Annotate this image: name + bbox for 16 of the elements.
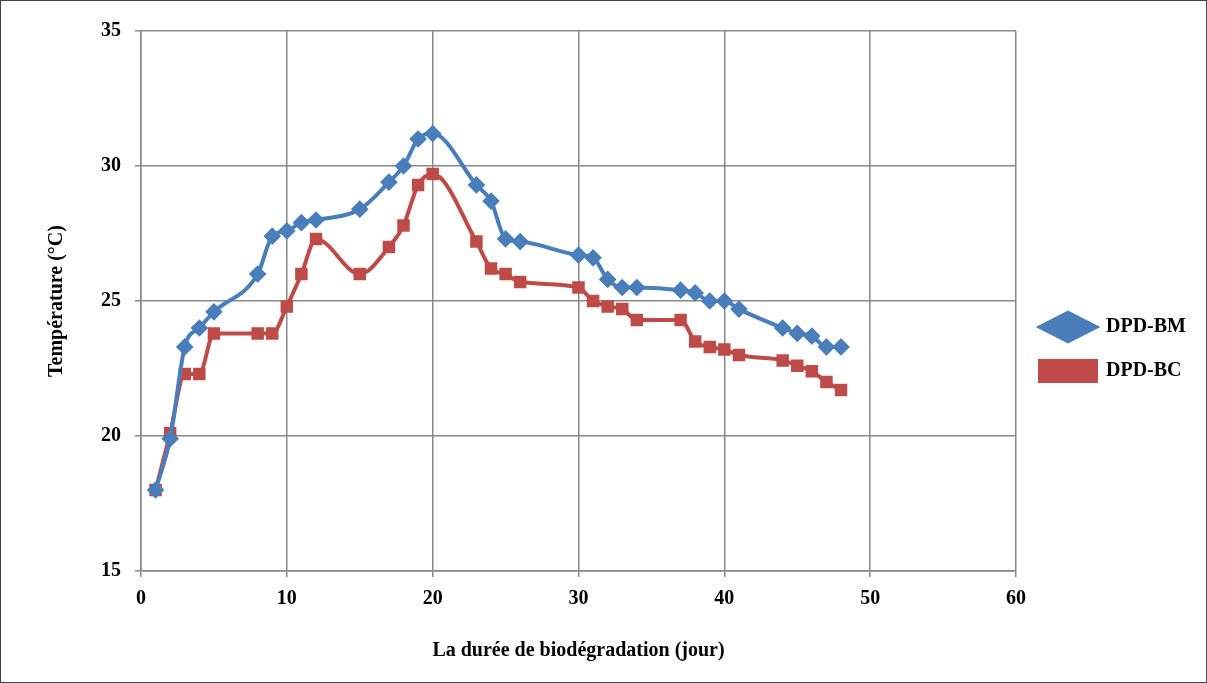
y-tick-label: 30: [101, 153, 121, 176]
y-tick-label: 25: [101, 288, 121, 311]
y-tick-label: 15: [101, 558, 121, 581]
y-axis-title: Température (°C): [44, 225, 68, 377]
legend-label: DPD-BC: [1106, 358, 1182, 381]
x-tick-label: 40: [714, 586, 735, 609]
x-tick-label: 50: [860, 586, 881, 609]
y-tick-label: 35: [101, 18, 121, 41]
y-tick-label: 20: [101, 423, 121, 446]
x-tick-label: 0: [136, 586, 146, 609]
legend-label: DPD-BM: [1106, 314, 1187, 337]
x-axis-title: La durée de biodégradation (jour): [432, 638, 725, 662]
x-tick-label: 60: [1006, 586, 1027, 609]
x-tick-label: 10: [276, 586, 297, 609]
x-tick-label: 30: [568, 586, 589, 609]
x-tick-label: 20: [422, 586, 443, 609]
